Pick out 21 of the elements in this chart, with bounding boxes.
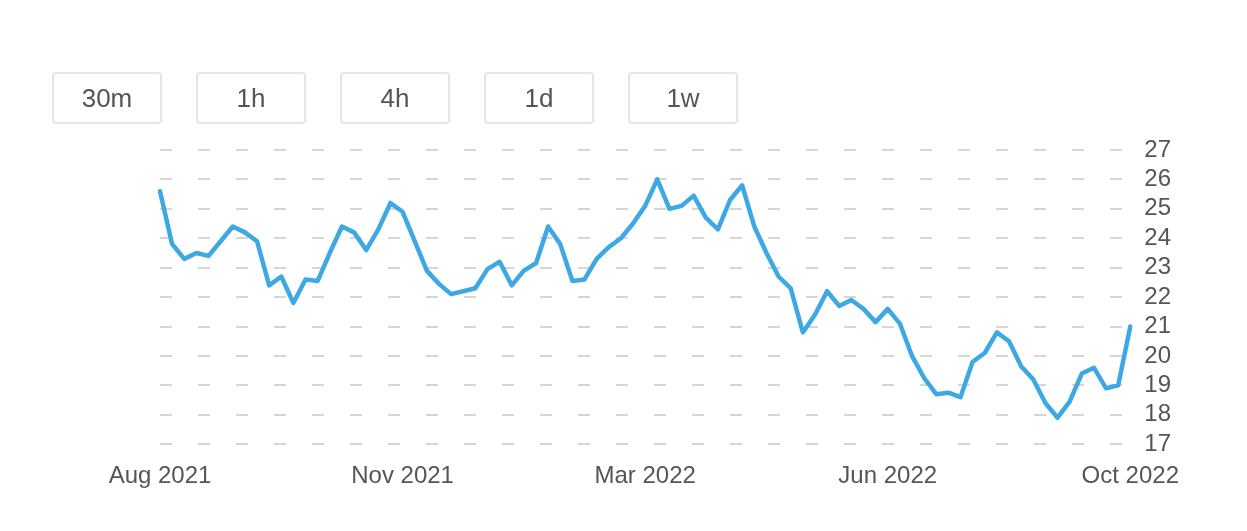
text: 1d xyxy=(484,72,594,124)
x-tick-label: Aug 2021 xyxy=(108,461,212,489)
y-tick-label: 20 xyxy=(1144,340,1172,368)
x-tick-label: Nov 2021 xyxy=(351,461,454,489)
y-tick-label: 25 xyxy=(1144,193,1172,221)
y-tick-label: 17 xyxy=(1144,428,1172,456)
x-tick-label: Oct 2022 xyxy=(1081,461,1180,489)
y-tick-label: 21 xyxy=(1144,311,1172,339)
x-tick-label: Jun 2022 xyxy=(838,461,938,489)
y-tick-label: 23 xyxy=(1144,252,1172,280)
y-tick-label: 22 xyxy=(1144,281,1172,309)
text: 1h xyxy=(196,72,306,124)
y-tick-label: 19 xyxy=(1144,369,1172,397)
y-tick-label: 26 xyxy=(1144,164,1172,192)
y-tick-label: 27 xyxy=(1144,134,1172,162)
y-tick-label: 18 xyxy=(1144,399,1172,427)
text: 4h xyxy=(340,72,450,124)
text: 1w xyxy=(628,72,738,124)
x-tick-label: Mar 2022 xyxy=(594,461,696,489)
y-tick-label: 24 xyxy=(1144,222,1172,250)
text: 30m xyxy=(52,72,162,124)
